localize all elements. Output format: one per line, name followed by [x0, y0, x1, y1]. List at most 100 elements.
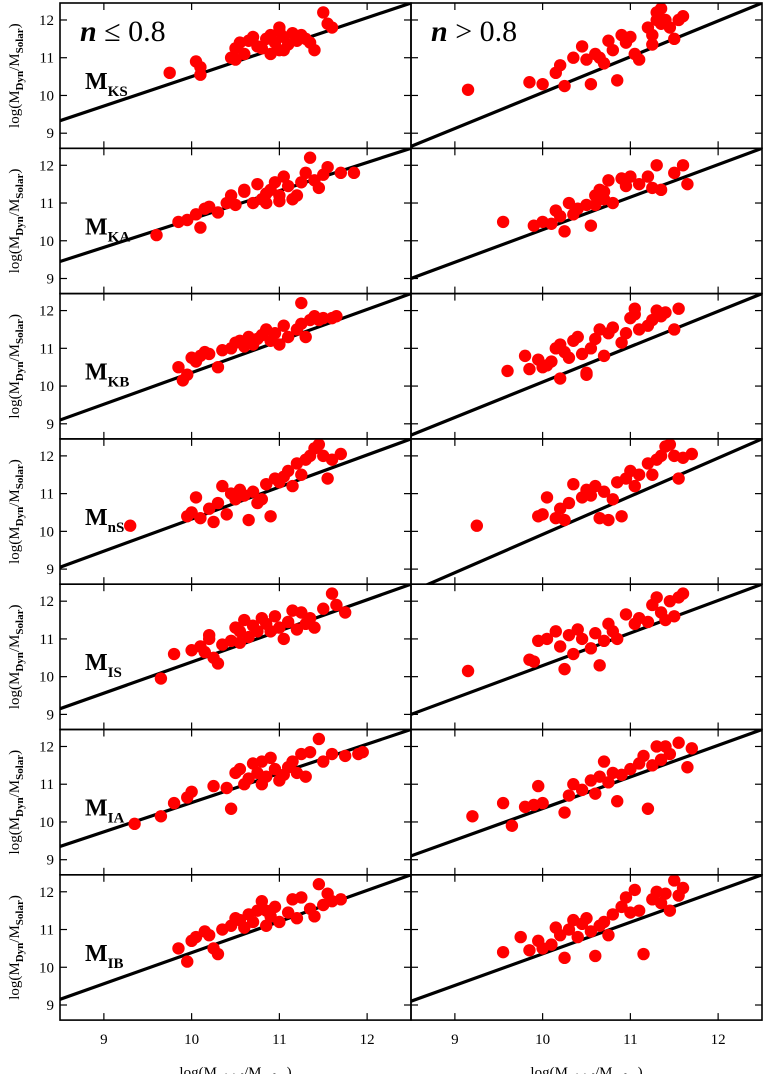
data-point-r3-c0-19: [264, 510, 277, 523]
data-point-r0-c1-26: [663, 21, 677, 34]
data-point-r1-c0-31: [273, 194, 286, 208]
column-title-low-n: n ≤ 0.8: [80, 15, 166, 48]
data-point-r4-c1-27: [668, 610, 681, 623]
y-tick-label: 9: [47, 417, 55, 433]
y-tick-label: 9: [47, 126, 55, 142]
data-point-r4-c0-33: [233, 636, 247, 649]
data-point-r4-c0-32: [338, 606, 352, 619]
data-point-r1-c0-4: [194, 221, 207, 234]
x-tick-label: 11: [272, 1032, 286, 1048]
y-tick-label: 12: [39, 449, 54, 465]
y-tick-label: 11: [40, 632, 54, 648]
data-point-r6-c0-3: [189, 930, 203, 944]
data-point-r3-c0-5: [202, 502, 216, 515]
data-point-r4-c0-28: [308, 621, 321, 634]
data-point-r1-c0-0: [150, 228, 163, 242]
data-point-r6-c1-30: [663, 904, 677, 917]
data-point-r3-c0-30: [312, 438, 326, 451]
data-point-r6-c0-12: [238, 921, 251, 934]
data-point-r3-c1-30: [672, 472, 685, 485]
data-point-r2-c1-33: [628, 302, 641, 315]
data-point-r1-c1-10: [580, 198, 593, 212]
data-point-r2-c1-20: [606, 321, 620, 334]
y-tick-label: 12: [39, 304, 54, 320]
data-point-r3-c1-26: [654, 449, 668, 463]
data-point-r4-c0-30: [325, 587, 339, 600]
data-point-r0-c1-31: [646, 38, 659, 51]
data-point-r3-c0-0: [124, 519, 137, 532]
data-point-r1-c0-24: [303, 151, 317, 164]
data-point-r0-c0-24: [308, 43, 321, 57]
data-point-r5-c1-10: [575, 783, 589, 797]
y-tick-label: 9: [47, 998, 55, 1014]
data-point-r0-c1-9: [584, 77, 598, 91]
data-point-r2-c1-1: [518, 349, 532, 363]
data-point-r5-c0-5: [207, 779, 220, 793]
data-point-r1-c0-29: [334, 166, 347, 180]
data-point-r1-c1-28: [597, 185, 611, 198]
data-point-r4-c1-30: [527, 655, 541, 668]
y-tick-label: 10: [39, 524, 54, 540]
data-point-r2-c0-21: [273, 338, 286, 351]
data-point-r2-c0-0: [172, 360, 185, 374]
data-point-r3-c1-2: [536, 508, 549, 521]
y-axis-label: log(MDyn/MSolar): [7, 23, 26, 128]
data-point-r0-c1-12: [597, 57, 611, 70]
data-point-r5-c0-9: [233, 762, 247, 776]
y-tick-label: 9: [47, 272, 55, 288]
data-point-r3-c1-14: [597, 485, 611, 498]
data-point-r0-c0-29: [277, 43, 290, 57]
data-point-r5-c1-19: [624, 762, 637, 776]
data-point-r1-c1-15: [602, 174, 615, 187]
data-point-r5-c1-27: [672, 736, 685, 749]
data-point-r3-c1-11: [584, 489, 598, 502]
data-point-r1-c1-27: [646, 181, 659, 195]
data-point-r3-c1-6: [558, 513, 571, 527]
data-point-r1-c0-3: [189, 208, 203, 221]
data-point-r6-c1-21: [619, 891, 633, 904]
data-point-r5-c0-17: [268, 762, 282, 776]
data-point-r2-c1-10: [562, 351, 576, 364]
row-label-ns: MnS: [85, 505, 124, 536]
fit-line-r1-c1: [411, 148, 762, 281]
y-tick-label: 11: [40, 51, 54, 67]
data-point-r5-c1-5: [532, 779, 545, 793]
y-tick-label: 10: [39, 670, 54, 686]
data-point-r6-c1-19: [606, 908, 620, 921]
data-point-r1-c1-24: [668, 166, 681, 180]
data-point-r4-c0-34: [202, 628, 216, 642]
y-tick-label: 12: [39, 885, 54, 901]
data-point-r6-c0-24: [295, 891, 308, 904]
data-point-r6-c1-23: [628, 883, 641, 897]
data-point-r1-c0-10: [229, 198, 242, 212]
data-point-r2-c1-32: [672, 302, 685, 315]
data-point-r4-c1-23: [650, 591, 663, 604]
data-point-r5-c0-25: [303, 745, 317, 759]
x-axis-label: log(MVirial/MSolar): [530, 1065, 642, 1074]
data-point-r2-c1-22: [619, 327, 633, 340]
data-point-r6-c1-28: [654, 896, 668, 910]
data-point-r6-c1-5: [545, 938, 558, 951]
data-point-r1-c0-19: [277, 170, 290, 183]
data-point-r0-c1-0: [461, 83, 475, 97]
data-point-r4-c0-22: [281, 615, 295, 629]
data-point-r5-c1-28: [681, 761, 694, 774]
data-point-r1-c0-9: [224, 189, 238, 202]
data-point-r4-c0-20: [273, 621, 286, 634]
data-point-r5-c1-7: [558, 806, 571, 819]
data-point-r6-c1-8: [558, 951, 571, 965]
data-point-r2-c0-8: [211, 360, 225, 374]
data-point-r5-c0-24: [299, 770, 312, 783]
data-point-r6-c1-13: [580, 912, 593, 925]
data-point-r4-c0-1: [167, 647, 181, 661]
data-point-r2-c1-30: [659, 306, 672, 319]
data-point-r3-c1-3: [540, 491, 554, 504]
fit-line-r3-c1: [424, 438, 762, 585]
data-point-r6-c1-29: [659, 887, 672, 900]
row-label-ia: MIA: [85, 796, 124, 827]
y-tick-label: 11: [40, 487, 54, 503]
data-point-r5-c0-2: [167, 796, 181, 810]
panel-frame-r3-c0: [59, 438, 412, 585]
data-point-r4-c0-31: [330, 598, 343, 612]
